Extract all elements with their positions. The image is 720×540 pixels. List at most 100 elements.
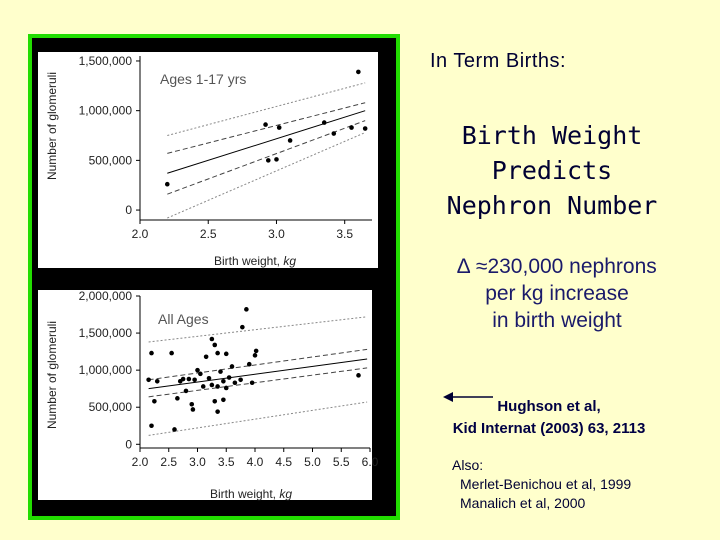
y-tick-label: 500,000 (89, 153, 133, 167)
data-point (232, 380, 238, 386)
chart-title: All Ages (158, 311, 209, 327)
data-point (215, 409, 220, 414)
x-tick-label: 3.0 (189, 455, 206, 469)
data-point (356, 373, 361, 378)
y-tick-label: 1,500,000 (79, 54, 133, 68)
data-point (212, 398, 218, 404)
also-ref: Merlet-Benichou et al, 1999 (460, 476, 632, 492)
data-point (209, 382, 215, 388)
citation-journal: Kid Internat (2003) 63, 2113 (452, 420, 646, 437)
data-point (215, 350, 220, 356)
data-point (180, 376, 186, 382)
data-point (215, 384, 220, 389)
data-point (175, 396, 180, 401)
claim-line: Nephron Number (446, 191, 658, 220)
y-tick-label: 1,500,000 (79, 326, 133, 340)
x-tick-label: 4.0 (247, 455, 264, 469)
y-tick-label: 1,000,000 (79, 104, 133, 118)
confidence-band-inner (167, 120, 366, 195)
x-tick-label: 3.5 (218, 455, 235, 469)
data-point (190, 407, 196, 412)
data-point (186, 376, 192, 382)
data-point (169, 350, 174, 356)
data-point (249, 380, 255, 386)
data-point (149, 423, 154, 429)
data-point (265, 158, 271, 163)
also-references: Also: Merlet-Benichou et al, 1999 Manali… (452, 456, 631, 513)
data-point (238, 377, 243, 383)
plot-background (38, 290, 372, 500)
x-tick-label: 2.5 (200, 227, 217, 241)
heading: In Term Births: (430, 50, 567, 72)
data-point (253, 348, 259, 354)
x-axis-label: Birth weight, kg (214, 254, 296, 268)
chart-panel: 0 500,000 1,000,000 1,500,000 2,000,000 2.0 2.… (38, 289, 379, 501)
x-tick-label: 2.0 (132, 455, 149, 469)
data-point (246, 361, 252, 367)
data-point (189, 401, 195, 407)
data-point (331, 131, 337, 136)
delta-text: ∆ ≈230,000 nephrons per kg increase in b… (412, 253, 702, 334)
data-point (164, 181, 170, 187)
also-ref: Manalich et al, 2000 (460, 495, 586, 511)
x-axis-label: Birth weight, kg (210, 487, 292, 501)
also-label: Also: (452, 457, 484, 473)
x-tick-label: 2.0 (132, 227, 149, 241)
delta-line: in birth weight (492, 309, 622, 332)
x-tick-label: 6.0 (362, 455, 379, 469)
chart-panel: 0 500,000 1,000,000 1,500,000 2.0 2.5 3.0 3.5 Ag… (38, 52, 378, 268)
data-point (192, 377, 197, 383)
confidence-band-inner (148, 348, 368, 381)
confidence-band-outer (148, 316, 368, 343)
data-point (349, 125, 354, 130)
data-point (244, 307, 249, 312)
data-point (221, 397, 226, 403)
confidence-band-outer (148, 401, 368, 436)
regression-line (167, 110, 366, 174)
data-point (356, 69, 361, 75)
data-point (321, 120, 327, 125)
data-point (154, 378, 160, 384)
x-tick-label: 3.0 (268, 227, 285, 241)
data-point (209, 336, 215, 342)
data-point (183, 388, 189, 394)
data-point (198, 371, 203, 377)
data-point (252, 353, 258, 358)
x-tick-label: 4.5 (275, 455, 292, 469)
confidence-band-inner (167, 102, 366, 154)
citation: Hughson et al, Kid Internat (2003) 63, 2… (420, 396, 678, 440)
data-point (274, 157, 279, 162)
y-tick-label: 0 (125, 437, 132, 451)
claim-line: Birth Weight (461, 121, 643, 150)
y-tick-label: 0 (125, 203, 132, 217)
data-point (206, 376, 212, 381)
data-point (195, 367, 200, 373)
y-axis-label: Number of glomeruli (45, 321, 59, 429)
delta-line: ∆ ≈230,000 nephrons (457, 255, 657, 278)
data-point (221, 378, 226, 384)
data-point (240, 324, 245, 330)
data-point (362, 126, 368, 131)
claim-line: Predicts (491, 156, 613, 185)
x-tick-label: 3.5 (336, 227, 353, 241)
data-point (229, 364, 235, 369)
y-tick-label: 1,000,000 (79, 363, 133, 377)
data-point (172, 427, 177, 432)
data-point (287, 138, 293, 143)
data-point (223, 385, 229, 391)
data-point (200, 384, 206, 389)
regression-line (148, 358, 368, 390)
data-point (263, 122, 268, 127)
arrow-left-icon (443, 392, 493, 402)
data-point (212, 342, 218, 348)
y-tick-label: 500,000 (89, 400, 133, 414)
x-tick-label: 5.5 (333, 455, 350, 469)
data-point (276, 125, 282, 130)
data-point (218, 369, 223, 374)
data-point (152, 398, 157, 404)
citation-author: Hughson et al, (497, 398, 601, 415)
data-point (226, 375, 232, 380)
claim-text: Birth Weight Predicts Nephron Number (412, 118, 692, 223)
data-point (146, 377, 151, 383)
